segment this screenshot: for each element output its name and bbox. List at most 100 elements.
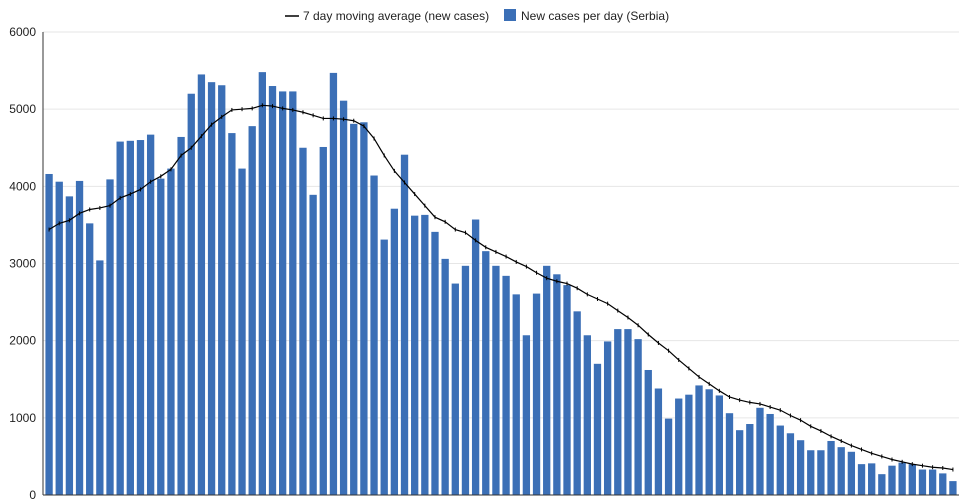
bar [207, 82, 216, 496]
bar [177, 136, 185, 496]
bar [146, 134, 155, 496]
bar [654, 388, 663, 495]
bar [949, 481, 957, 495]
bar [837, 447, 845, 495]
bar [55, 181, 63, 495]
bar [461, 265, 470, 495]
bar [786, 433, 795, 495]
y-axis-ticks: 0 1000 2000 3000 4000 5000 6000 [9, 25, 36, 501]
bar [390, 208, 399, 495]
bar [756, 407, 764, 495]
bar [563, 285, 571, 495]
bar [725, 413, 734, 495]
bar [492, 265, 500, 495]
bar [685, 394, 693, 495]
bar [888, 465, 896, 495]
bar [908, 464, 916, 495]
bar-series [45, 72, 957, 496]
bar [593, 363, 602, 495]
bar [553, 274, 561, 495]
bar [857, 464, 866, 495]
bar [228, 133, 236, 496]
moving-average-line [48, 104, 954, 471]
bar [614, 329, 622, 495]
y-tick-label: 4000 [9, 179, 36, 193]
bar [776, 425, 784, 495]
bar [167, 168, 175, 495]
bar [431, 231, 439, 495]
bar [329, 72, 338, 496]
bar [827, 440, 835, 495]
legend-line-label: 7 day moving average (new cases) [303, 9, 489, 23]
y-tick-label: 3000 [9, 257, 36, 271]
bar [157, 178, 165, 495]
y-tick-label: 5000 [9, 102, 36, 116]
bar [624, 329, 632, 495]
bar [309, 194, 317, 496]
bar [512, 294, 520, 495]
bar [86, 223, 94, 495]
gridlines [43, 31, 959, 419]
bar [248, 126, 256, 495]
y-tick-label: 6000 [9, 25, 36, 39]
bar [380, 239, 388, 495]
bar [136, 140, 145, 496]
y-tick-label: 2000 [9, 334, 36, 348]
bar [411, 215, 419, 495]
bar [350, 123, 358, 495]
bar [796, 440, 805, 495]
bar [218, 85, 226, 496]
bar [258, 72, 267, 496]
bar [715, 395, 724, 495]
bar [868, 463, 876, 495]
bar [65, 196, 74, 496]
bar [45, 173, 53, 495]
bar [75, 180, 84, 495]
bar [116, 141, 124, 495]
bar [370, 175, 378, 495]
bar [522, 335, 531, 495]
bar [126, 140, 134, 495]
bar [939, 473, 947, 495]
bar [471, 219, 480, 495]
bar [299, 147, 307, 495]
bar [268, 86, 277, 496]
bar [400, 154, 409, 495]
bar [675, 398, 683, 495]
bar [847, 451, 856, 495]
bar [746, 424, 754, 495]
bar [898, 462, 906, 495]
bar [918, 469, 927, 495]
bar [482, 251, 490, 495]
bar [451, 283, 459, 495]
bar [695, 385, 703, 495]
bar [421, 214, 429, 495]
y-tick-label: 0 [29, 488, 36, 501]
bar [106, 179, 114, 495]
bar [766, 413, 774, 495]
bar [441, 258, 449, 495]
bar [289, 91, 297, 495]
bar [664, 418, 673, 495]
bar [197, 74, 206, 496]
bar [928, 469, 937, 495]
bar [644, 369, 652, 495]
bar [319, 146, 327, 495]
bar [238, 168, 246, 495]
bar [705, 389, 713, 495]
y-tick-label: 1000 [9, 411, 36, 425]
bar [878, 474, 886, 495]
bar [573, 311, 581, 495]
legend: 7 day moving average (new cases) New cas… [285, 9, 669, 23]
bar [96, 260, 104, 495]
bar [502, 275, 510, 495]
bar [735, 430, 744, 495]
bar [360, 122, 368, 495]
bar [583, 335, 591, 495]
bar [187, 93, 195, 495]
bar [817, 450, 825, 495]
bar [603, 341, 612, 495]
bar [807, 450, 815, 495]
bar [543, 265, 551, 495]
bar [278, 91, 287, 495]
